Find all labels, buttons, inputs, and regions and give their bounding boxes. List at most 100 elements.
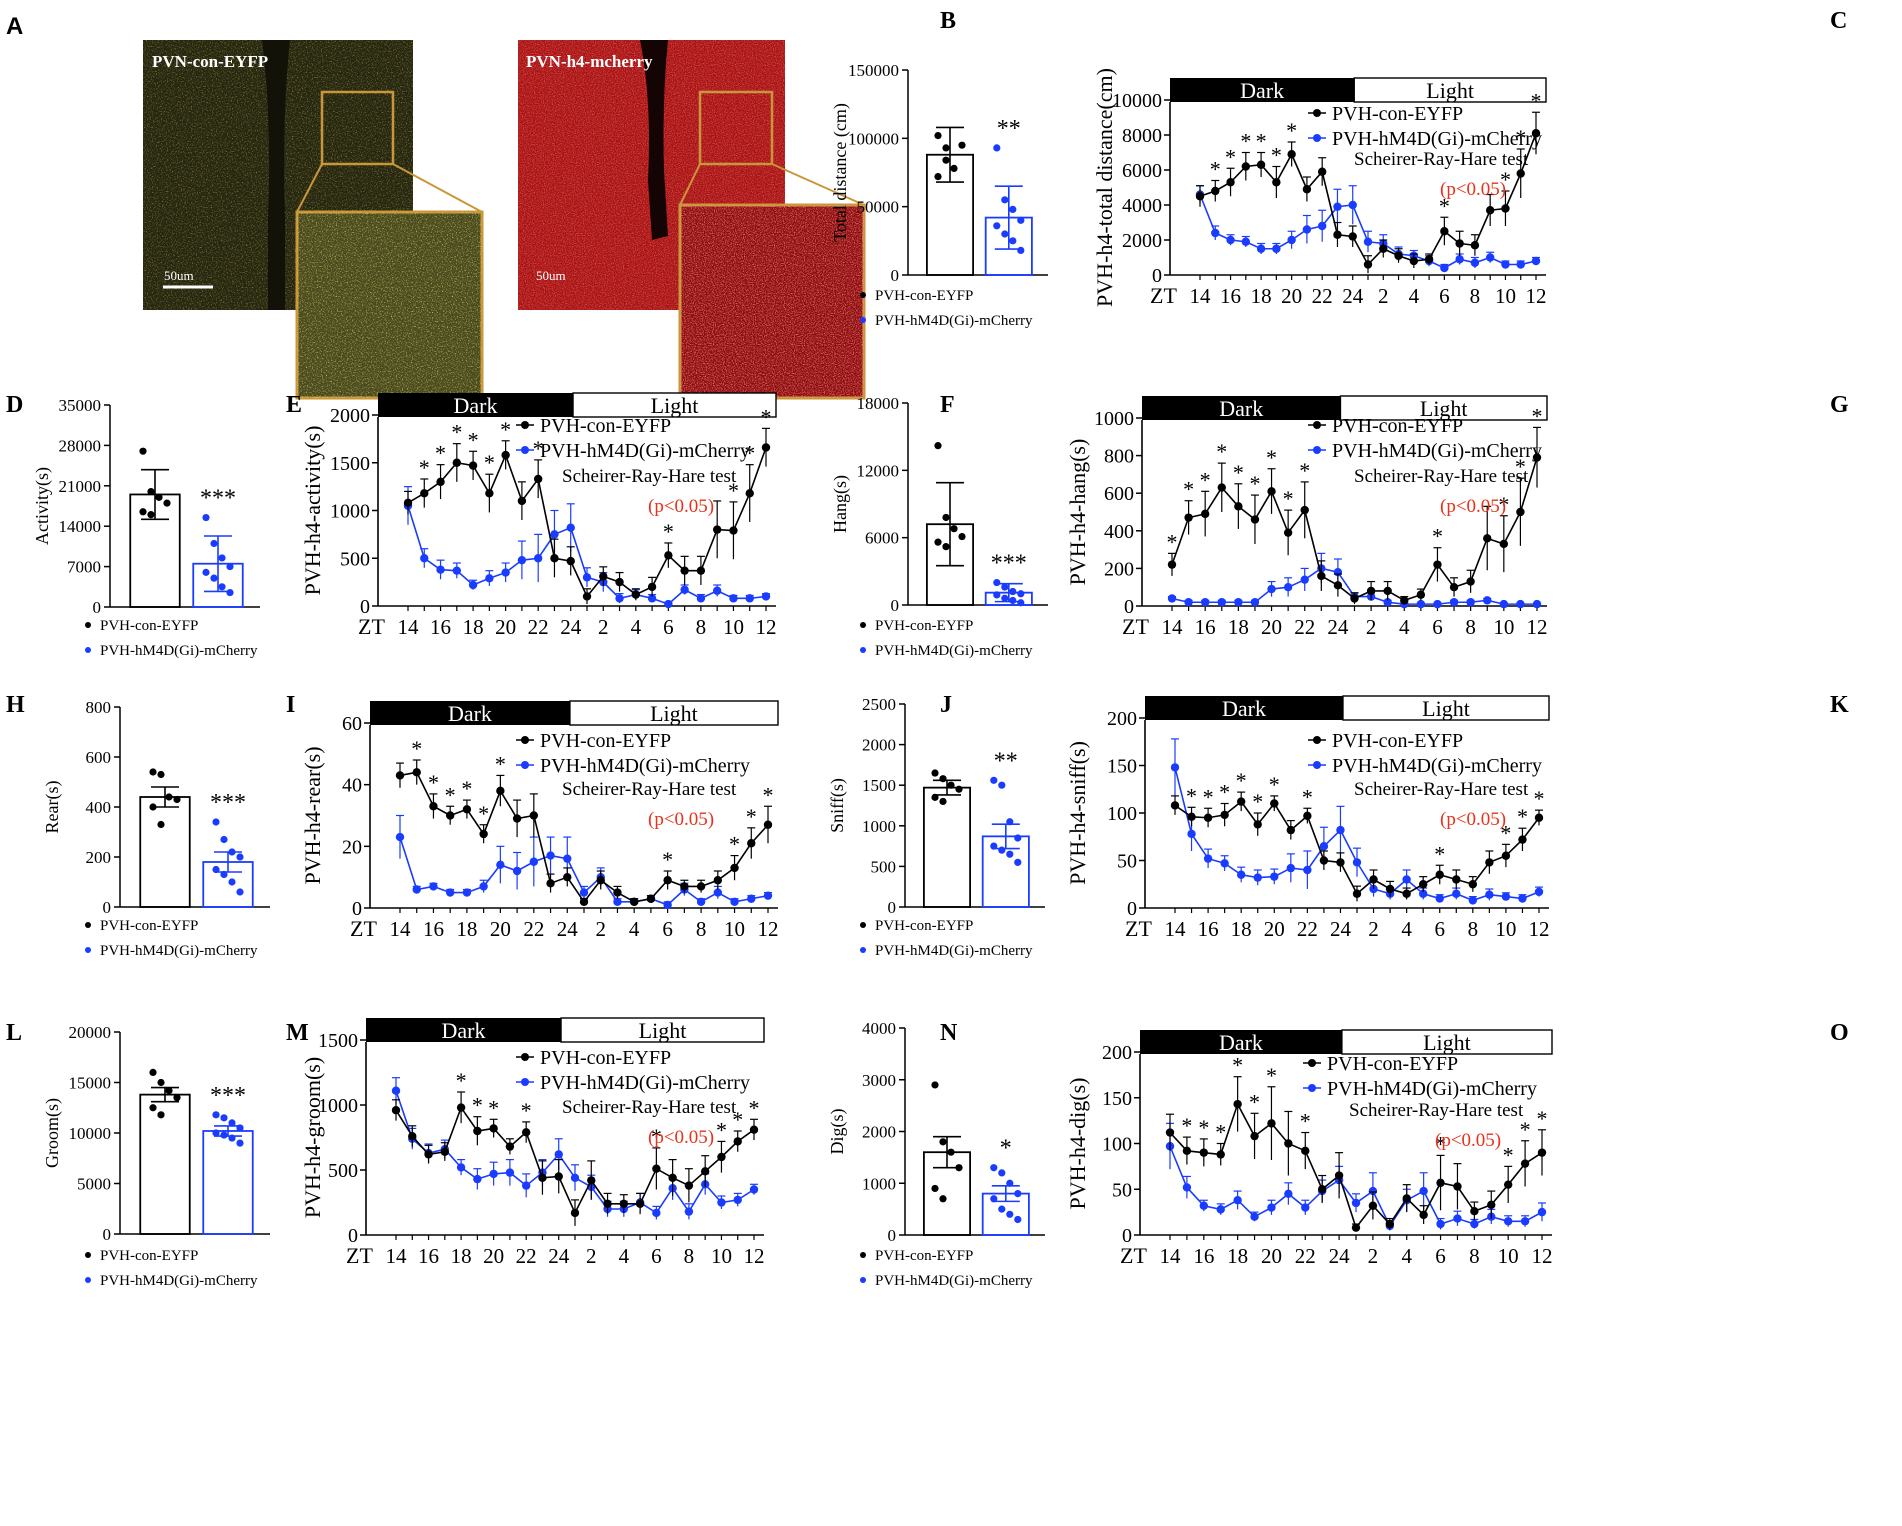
significance-star: *: [744, 441, 755, 466]
data-point-hm4d: [1284, 1189, 1293, 1199]
data-point-control: [554, 1172, 563, 1181]
data-point-control: [749, 1125, 759, 1134]
legend-marker-control: [85, 1252, 91, 1258]
legend-marker-hm4d: [85, 947, 91, 953]
data-point-hm4d: [1534, 887, 1544, 897]
legend-marker-hm4d: [860, 317, 866, 323]
significance-star: *: [1299, 458, 1310, 483]
data-point: [947, 781, 955, 789]
significance-label: *: [1000, 1136, 1012, 1162]
data-point-control: [445, 811, 455, 820]
data-point-hm4d: [615, 594, 624, 603]
significance-star: *: [1198, 1115, 1209, 1140]
significance-star: *: [1515, 454, 1526, 479]
data-point-hm4d: [1352, 858, 1362, 867]
data-point-control: [533, 474, 543, 484]
data-point-control: [1317, 1185, 1327, 1194]
series-line-hm4d: [1169, 1145, 1543, 1228]
data-point-hm4d: [717, 1198, 726, 1207]
x-tick-label: 4: [1401, 1244, 1412, 1268]
y-tick-label: 0: [352, 898, 362, 920]
y-tick-label: 0: [103, 898, 112, 917]
x-tick-label: 2: [598, 615, 609, 639]
data-point-control: [1416, 590, 1426, 599]
data-point-control: [1351, 1223, 1361, 1232]
data-point: [1006, 850, 1014, 858]
y-tick-label: 20: [342, 836, 362, 858]
legend-marker-hm4d: [860, 1277, 866, 1283]
data-point-control: [763, 820, 773, 829]
data-point-hm4d: [664, 599, 673, 609]
y-axis-label: PVH-h4-groom(s): [300, 1057, 325, 1218]
legend-marker-hm4d: [521, 446, 529, 454]
series-line-control: [395, 1105, 755, 1215]
data-point-control: [717, 1152, 726, 1162]
legend-marker-control: [860, 622, 866, 628]
x-axis-zt-label: ZT: [1125, 916, 1152, 941]
data-point-control: [1385, 884, 1395, 894]
data-point-control: [745, 489, 754, 498]
data-point-control: [1483, 534, 1492, 543]
y-tick-label: 2000: [1122, 230, 1162, 252]
data-point-control: [1418, 880, 1428, 889]
x-tick-label: 18: [1228, 615, 1249, 639]
data-point-control: [1537, 1148, 1547, 1157]
data-point-control: [479, 829, 488, 839]
x-tick-label: 12: [744, 1244, 765, 1268]
x-tick-label: 22: [1312, 284, 1333, 308]
panel-label: N: [940, 1020, 958, 1046]
x-tick-label: 14: [1162, 615, 1184, 639]
data-point-control: [1287, 150, 1296, 159]
data-point: [165, 793, 173, 801]
x-tick-label: 12: [1526, 284, 1547, 308]
y-tick-label: 500: [340, 548, 370, 570]
data-point: [236, 1139, 244, 1147]
stats-pvalue: (p<0.05): [648, 809, 714, 830]
x-tick-label: 16: [1220, 284, 1241, 308]
data-point-control: [1250, 515, 1260, 524]
x-tick-label: 6: [1434, 917, 1445, 941]
data-point-control: [1419, 1210, 1428, 1220]
significance-star: *: [445, 782, 456, 807]
data-point-control: [408, 1132, 417, 1141]
dark-label: Dark: [1240, 78, 1284, 103]
legend-marker-hm4d: [85, 647, 91, 653]
significance-star: *: [500, 417, 511, 442]
x-tick-label: 18: [456, 917, 477, 941]
data-point-control: [1253, 820, 1262, 829]
significance-star: *: [1240, 129, 1251, 154]
significance-star: *: [728, 478, 739, 503]
data-point-control: [403, 498, 413, 508]
data-point-control: [713, 876, 723, 885]
chart-panel-m: M Dark Light 0 500 1000 1500 PVH-h4-groom(s) ZT 1…: [286, 1017, 765, 1268]
data-point: [236, 888, 244, 896]
data-point: [955, 785, 963, 793]
dark-label: Dark: [1219, 1030, 1263, 1055]
data-point-control: [1216, 1150, 1225, 1159]
light-period-bar: [560, 1017, 765, 1043]
data-point-hm4d: [1470, 258, 1480, 267]
x-tick-label: 12: [756, 615, 777, 639]
data-point-hm4d: [733, 1195, 742, 1205]
legend-label-hm4d: PVH-hM4D(Gi)-mCherry: [875, 313, 1033, 329]
data-point-control: [664, 551, 673, 560]
y-tick-label: 0: [93, 598, 102, 617]
data-point-hm4d: [473, 1174, 482, 1184]
legend-marker-control: [85, 922, 91, 928]
data-point-control: [1203, 813, 1213, 822]
x-tick-label: 14: [398, 615, 420, 639]
data-point-hm4d: [1234, 598, 1243, 607]
data-point-hm4d: [1516, 599, 1525, 609]
legend-label-hm4d: PVH-hM4D(Gi)-mCherry: [100, 943, 258, 959]
y-tick-label: 150: [1102, 1088, 1132, 1110]
data-point-hm4d: [652, 1208, 661, 1218]
significance-star: *: [1531, 88, 1542, 113]
data-point-control: [1226, 178, 1235, 187]
stats-test-label: Scheirer-Ray-Hare test: [1354, 149, 1529, 170]
data-point: [212, 865, 220, 874]
data-point-hm4d: [1253, 873, 1262, 882]
data-point-control: [1452, 875, 1461, 884]
significance-star: *: [763, 782, 774, 807]
data-point: [931, 1081, 939, 1089]
data-point-control: [613, 888, 622, 897]
